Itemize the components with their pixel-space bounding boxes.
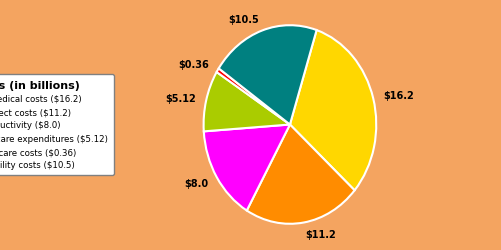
Wedge shape xyxy=(290,31,376,190)
Text: $5.12: $5.12 xyxy=(165,93,196,103)
Text: $11.2: $11.2 xyxy=(306,229,336,239)
Wedge shape xyxy=(204,125,290,211)
Wedge shape xyxy=(219,26,317,125)
Legend: Direct medical costs ($16.2), Other direct costs ($11.2), Lost productivity ($8.: Direct medical costs ($16.2), Other dire… xyxy=(0,75,114,175)
Text: $10.5: $10.5 xyxy=(228,15,259,25)
Text: $0.36: $0.36 xyxy=(178,60,209,70)
Wedge shape xyxy=(203,73,290,132)
Text: $8.0: $8.0 xyxy=(184,179,208,189)
Wedge shape xyxy=(247,125,355,224)
Text: $16.2: $16.2 xyxy=(383,91,414,101)
Wedge shape xyxy=(216,69,290,125)
